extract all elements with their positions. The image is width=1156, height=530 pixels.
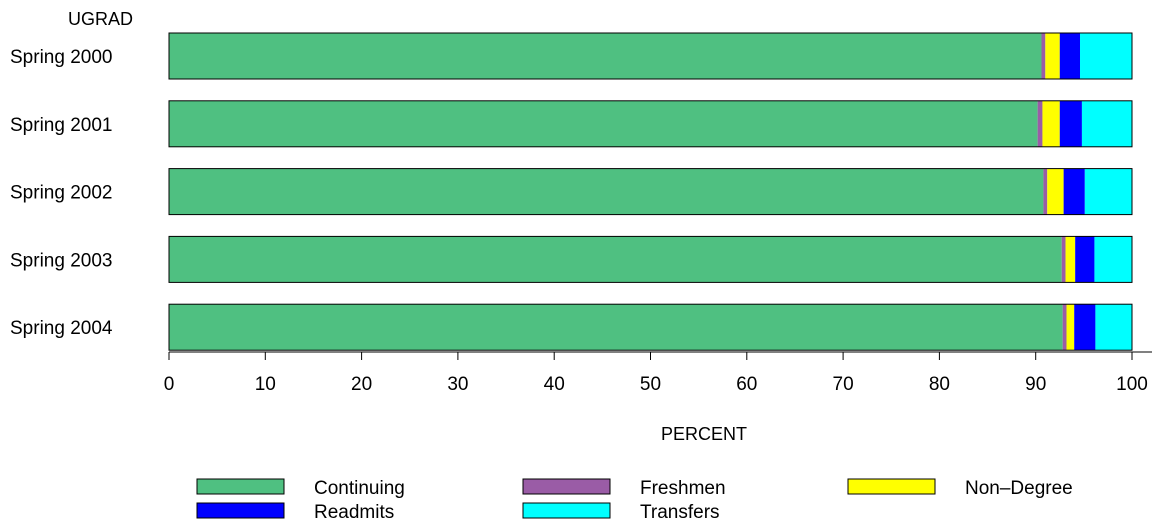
legend-label: Freshmen — [640, 478, 726, 499]
bar-segment-continuing — [169, 100, 1038, 147]
bars-layer — [168, 32, 1133, 351]
x-tick-label: 40 — [544, 374, 565, 395]
bar-outline — [168, 100, 1133, 148]
category-labels: Spring 2000 Spring 2001 Spring 2002 Spring … — [10, 47, 113, 339]
bar-segment-transfers — [1084, 168, 1132, 215]
x-tick-label: 10 — [255, 374, 276, 395]
legend: Continuing Freshmen Non–Degree Readmits Tran… — [196, 478, 1073, 523]
bar-segment-non-degree — [1045, 33, 1060, 79]
bar-segment-continuing — [169, 33, 1042, 79]
x-tick-label: 50 — [640, 374, 661, 395]
x-tick-label: 20 — [351, 374, 372, 395]
category-label: Spring 2001 — [10, 115, 112, 136]
bar-segment-freshmen — [1041, 33, 1046, 79]
bar-segment-freshmen — [1062, 304, 1067, 351]
bar-segment-transfers — [1095, 304, 1132, 351]
legend-swatch — [522, 478, 611, 495]
x-tick-label: 90 — [1025, 374, 1046, 395]
bar-segment-non-degree — [1042, 100, 1060, 147]
bar-segment-non-degree — [1047, 168, 1064, 215]
legend-swatch — [196, 502, 285, 519]
bar-segment-transfers — [1081, 100, 1132, 147]
legend-swatch — [522, 502, 611, 519]
bar-segment-non-degree — [1065, 236, 1076, 283]
category-label: Spring 2000 — [10, 47, 112, 68]
bar-segment-continuing — [169, 168, 1044, 215]
x-tick-label: 80 — [929, 374, 950, 395]
bar-segment-freshmen — [1037, 100, 1043, 147]
category-label: Spring 2003 — [10, 250, 112, 271]
x-tick-label: 30 — [447, 374, 468, 395]
x-tick-label: 70 — [833, 374, 854, 395]
legend-swatch — [847, 478, 936, 495]
bar-segment-readmits — [1059, 100, 1082, 147]
bar-outline — [168, 168, 1133, 216]
category-label: Spring 2002 — [10, 183, 112, 204]
legend-swatch — [196, 478, 285, 495]
x-tick-label: 60 — [736, 374, 757, 395]
legend-label: Transfers — [640, 502, 720, 523]
bar-segment-readmits — [1063, 168, 1085, 215]
bar-segment-continuing — [169, 236, 1062, 283]
bar-segment-readmits — [1059, 33, 1080, 79]
category-label: Spring 2004 — [10, 318, 113, 339]
bar-outline — [168, 235, 1133, 283]
legend-label: Non–Degree — [965, 478, 1073, 499]
bar-segment-readmits — [1074, 304, 1096, 351]
x-axis-title: PERCENT — [661, 424, 747, 444]
bar-segment-freshmen — [1043, 168, 1048, 215]
legend-label: Continuing — [314, 478, 405, 499]
bar-segment-non-degree — [1066, 304, 1075, 351]
legend-label: Readmits — [314, 502, 394, 523]
bar-outline — [168, 303, 1133, 351]
bar-segment-transfers — [1080, 33, 1132, 79]
bar-segment-freshmen — [1061, 236, 1066, 283]
x-tick-label: 0 — [164, 374, 175, 395]
bar-segment-continuing — [169, 304, 1063, 351]
bar-segment-readmits — [1075, 236, 1095, 283]
bar-outline — [168, 32, 1133, 80]
x-axis-ticks: 0 10 20 30 40 50 60 70 80 90 100 — [164, 352, 1148, 395]
x-tick-label: 100 — [1116, 374, 1148, 395]
bar-segment-transfers — [1094, 236, 1132, 283]
group-label: UGRAD — [68, 9, 133, 29]
